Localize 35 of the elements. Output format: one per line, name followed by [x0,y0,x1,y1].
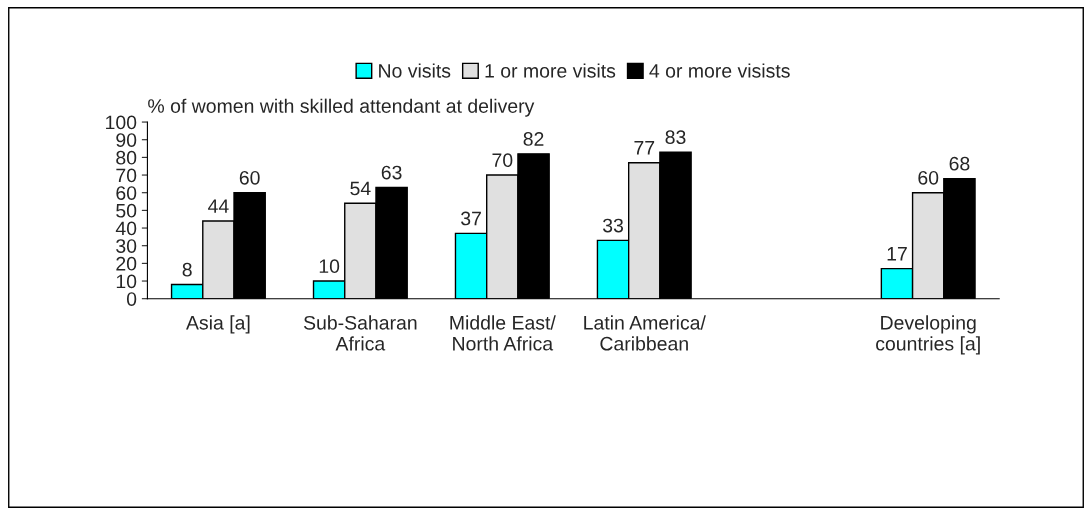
y-tick-label: 90 [116,133,137,147]
y-axis-title: % of women with skilled attendant at delivery [148,98,535,117]
data-label: 17 [887,247,907,261]
data-label: 54 [350,181,371,196]
x-tick-label: Developing countries [a] [876,315,980,355]
y-tick-label: 0 [126,292,137,306]
y-tick-label: 10 [116,274,137,289]
y-tick-label: 40 [115,221,137,236]
legend-label: 4 or more visists [649,63,790,78]
legend-label: 1 or more visits [485,63,616,78]
data-label: 70 [492,153,513,168]
data-label: 10 [319,259,340,274]
y-tick-label: 80 [116,150,137,165]
data-label: 44 [208,199,229,213]
data-label: 82 [523,132,544,146]
data-label: 60 [239,170,260,185]
y-tick-label: 70 [116,168,137,183]
y-tick-label: 20 [116,256,137,271]
x-tick-label: Sub-Saharan Africa [303,315,417,351]
data-label: 68 [949,156,970,171]
data-label: 60 [918,170,939,185]
x-tick-label: Middle East/ North Africa [450,315,556,351]
data-label: 63 [381,165,402,180]
y-tick-label: 60 [116,186,137,200]
x-tick-label: Latin America/ Caribbean [584,315,706,351]
x-tick-label: Asia [a] [186,315,250,334]
legend-label: No visits [379,63,451,78]
data-label: 37 [461,211,481,226]
data-label: 33 [602,218,624,233]
data-label: 83 [665,130,686,145]
y-tick-label: 30 [116,239,137,253]
y-tick-label: 50 [116,203,137,218]
data-label: 77 [634,141,655,155]
data-label: 8 [182,262,192,277]
y-tick-label: 100 [106,115,137,130]
